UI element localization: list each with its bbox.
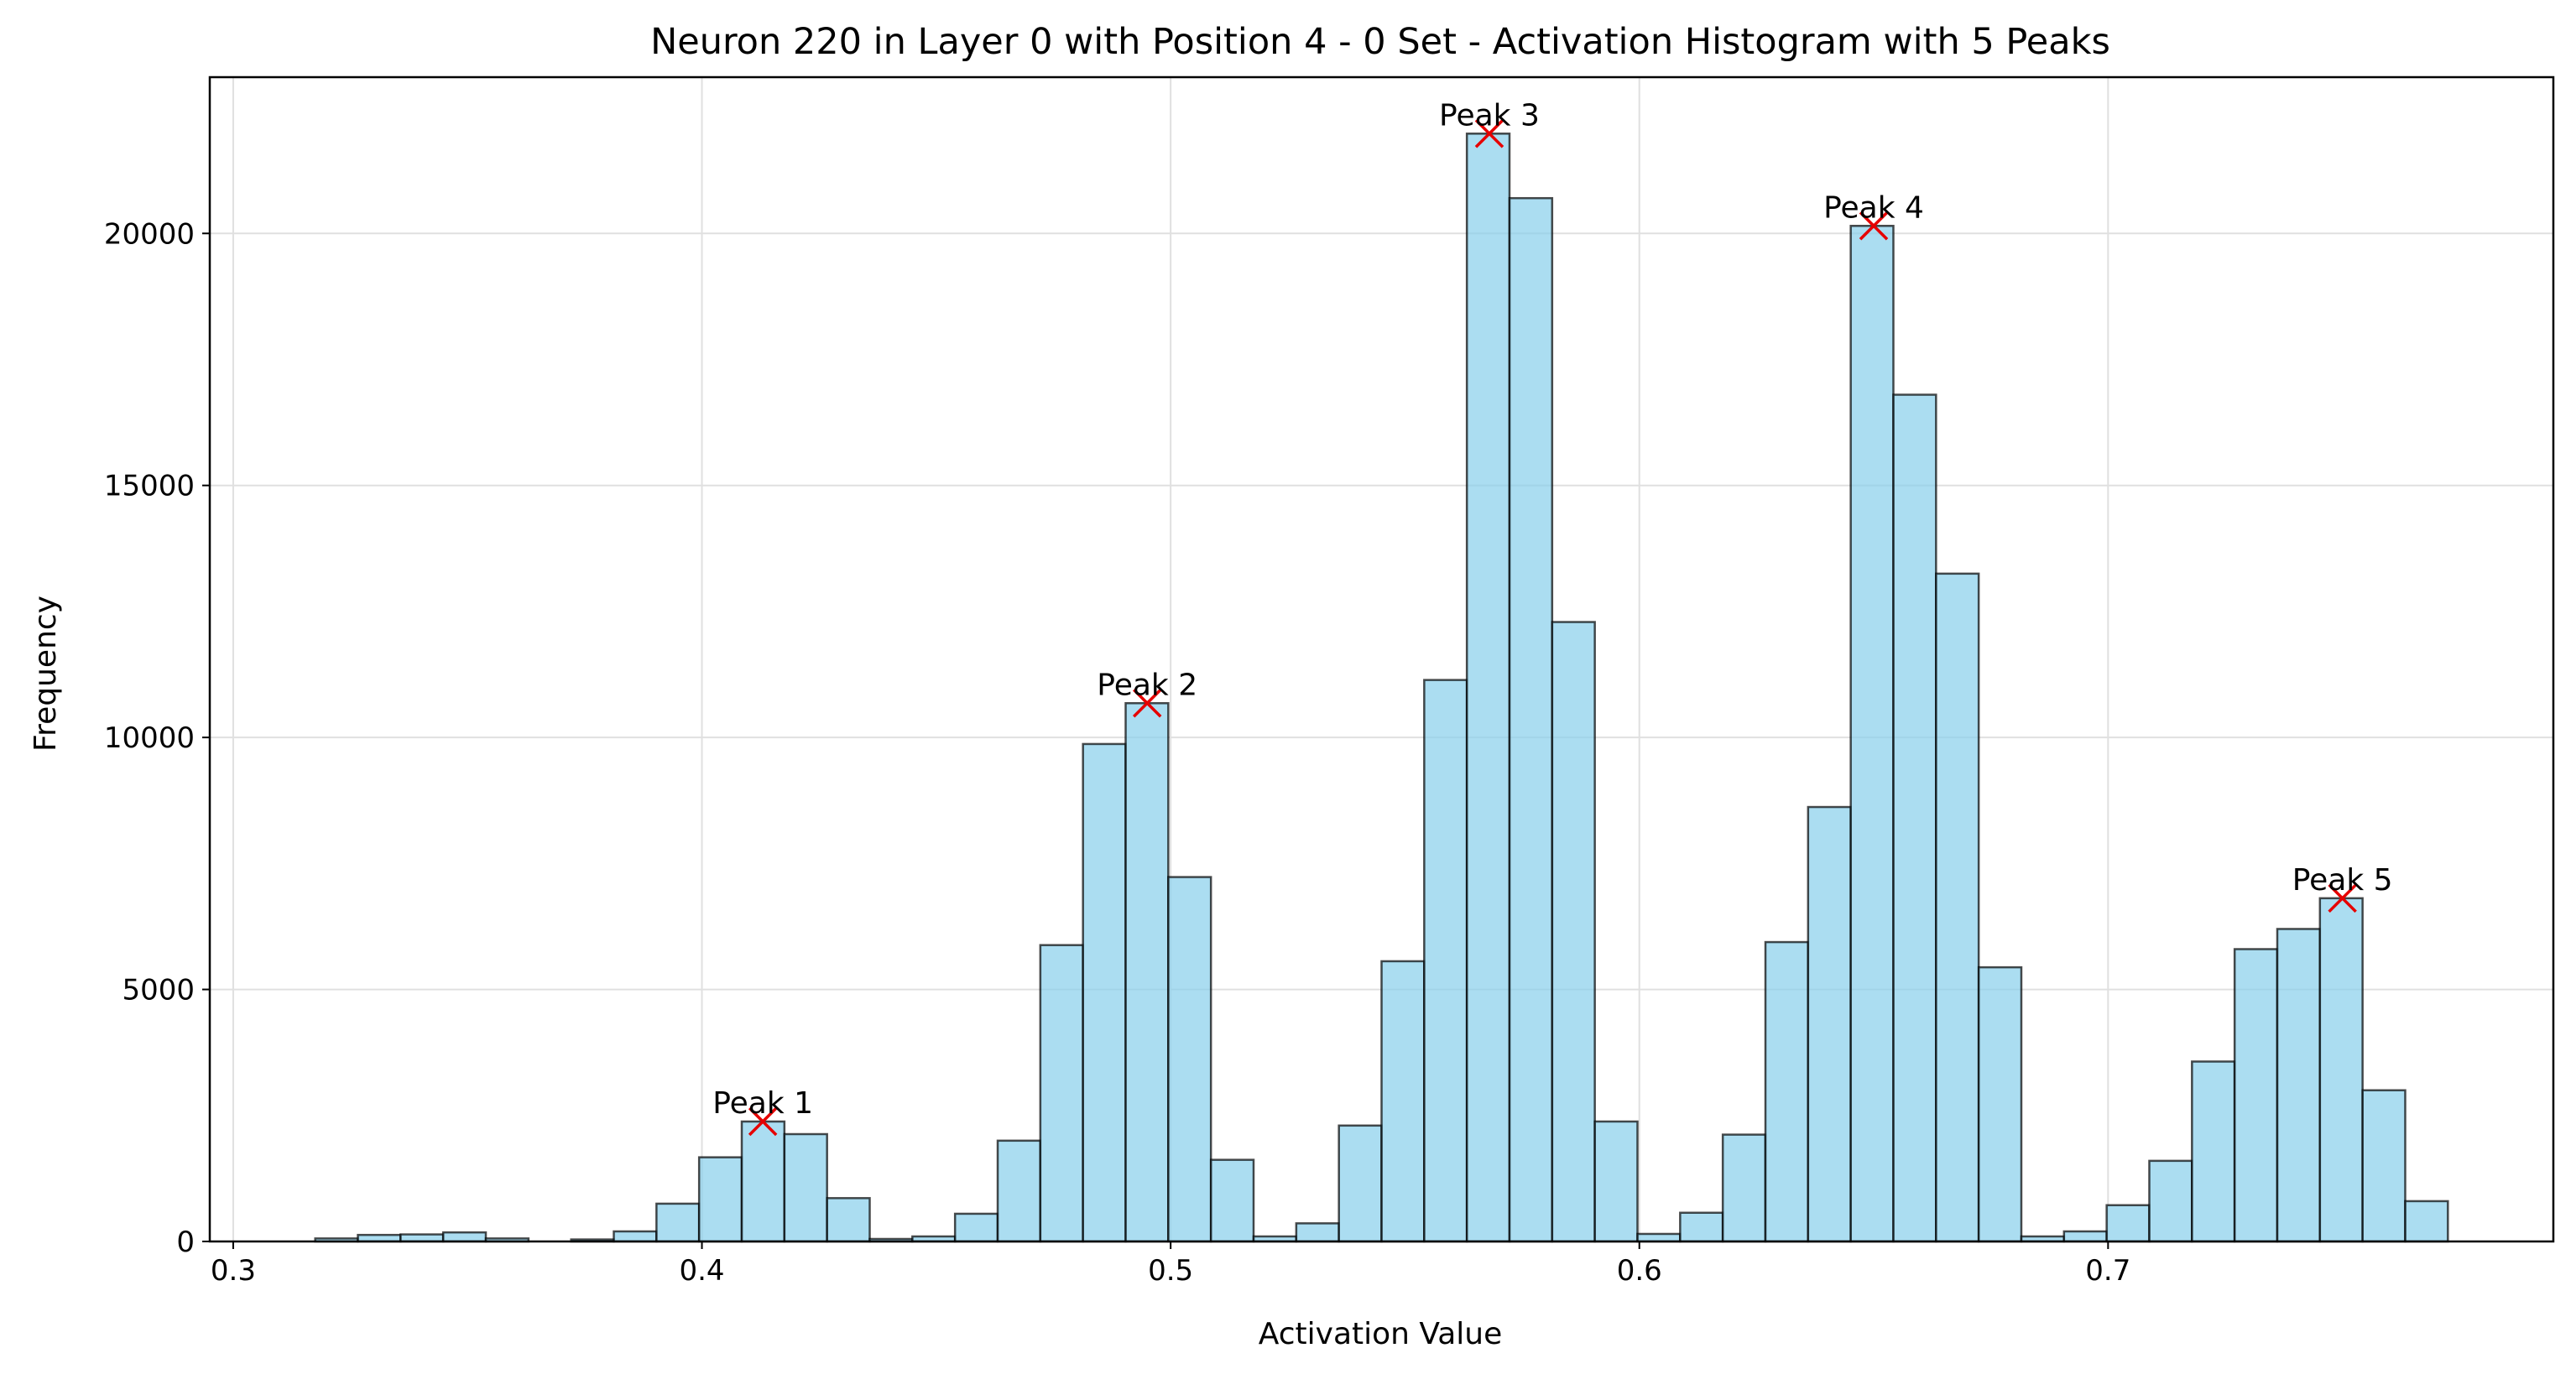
x-axis-ticks: 0.3 0.4 0.5 0.6 0.7 — [211, 1241, 2130, 1288]
histogram-bar — [2148, 1159, 2193, 1243]
histogram-bar — [2361, 1089, 2407, 1243]
histogram-bar — [1935, 572, 1980, 1243]
x-axis-label: Activation Value — [1259, 1317, 1503, 1351]
histogram-bar — [1679, 1211, 1724, 1243]
peak-marker — [1474, 119, 1504, 148]
histogram-bar — [2318, 897, 2364, 1243]
peak-label: Peak 5 — [2292, 863, 2393, 898]
histogram-bar — [1807, 805, 1852, 1243]
histogram-bar — [2233, 948, 2279, 1243]
histogram-bar — [1465, 133, 1511, 1243]
histogram-bar — [1423, 679, 1468, 1243]
histogram-bar — [1636, 1232, 1682, 1243]
x-tick-label: 0.6 — [1617, 1254, 1662, 1288]
x-tick-label: 0.3 — [211, 1254, 256, 1288]
histogram-bar — [740, 1120, 786, 1243]
histogram-bar — [1764, 940, 1810, 1243]
histogram-bar — [697, 1156, 743, 1243]
histogram-bar — [2105, 1204, 2151, 1243]
y-tick-label: 0 — [176, 1226, 195, 1259]
histogram-bar — [826, 1197, 871, 1243]
peak-markers: Peak 1 Peak 2 Peak 3 Peak 4 Peak 5 — [712, 98, 2393, 1137]
histogram-bar — [399, 1233, 445, 1243]
histogram-bar — [1295, 1222, 1340, 1243]
histogram-bar — [1082, 742, 1127, 1243]
histogram-bar — [1380, 960, 1426, 1243]
histogram-bar — [1338, 1124, 1383, 1243]
histogram-bar — [613, 1230, 658, 1243]
x-tick-label: 0.5 — [1148, 1254, 1193, 1288]
y-tick-label: 20000 — [104, 217, 195, 251]
chart-title: Neuron 220 in Layer 0 with Position 4 - … — [650, 21, 2110, 63]
histogram-bar — [2191, 1060, 2236, 1243]
histogram-bar — [1977, 965, 2023, 1243]
x-tick-label: 0.7 — [2085, 1254, 2130, 1288]
peak-marker — [2328, 883, 2357, 913]
histogram-bar — [1892, 393, 1937, 1243]
peak-label: Peak 1 — [712, 1086, 813, 1121]
histogram-bar — [1209, 1158, 1255, 1243]
histogram-bar — [996, 1139, 1042, 1243]
histogram-bar — [1551, 621, 1596, 1243]
y-tick-label: 5000 — [122, 974, 195, 1007]
histogram-bar — [2276, 928, 2322, 1243]
histogram-bar — [1593, 1120, 1639, 1243]
histogram-bar — [1124, 702, 1170, 1243]
y-axis-label: Frequency — [29, 596, 63, 752]
histogram-bar — [1849, 225, 1895, 1243]
histogram-bar — [655, 1202, 701, 1243]
histogram-bar — [1039, 944, 1084, 1243]
peak-label: Peak 2 — [1097, 668, 1197, 702]
peak-marker — [748, 1106, 778, 1137]
x-tick-label: 0.4 — [679, 1254, 724, 1288]
histogram-bar — [2404, 1200, 2449, 1243]
peak-marker — [1859, 211, 1889, 241]
histogram-bar — [441, 1231, 488, 1243]
peak-marker — [1132, 689, 1162, 718]
y-tick-label: 15000 — [104, 470, 195, 503]
plot-frame — [208, 75, 2555, 1243]
histogram-bar — [1167, 876, 1212, 1243]
histogram-bar — [1508, 196, 1554, 1243]
histogram-bar — [953, 1212, 999, 1243]
peak-label: Peak 3 — [1439, 98, 1540, 133]
histogram-bar — [783, 1132, 828, 1243]
histogram-bars — [314, 133, 2449, 1243]
y-axis-ticks: 0 5000 10000 15000 20000 — [104, 217, 210, 1259]
histogram-bar — [2062, 1230, 2108, 1243]
histogram-bar — [1721, 1133, 1767, 1243]
y-tick-label: 10000 — [104, 721, 195, 755]
peak-label: Peak 4 — [1823, 190, 1924, 225]
